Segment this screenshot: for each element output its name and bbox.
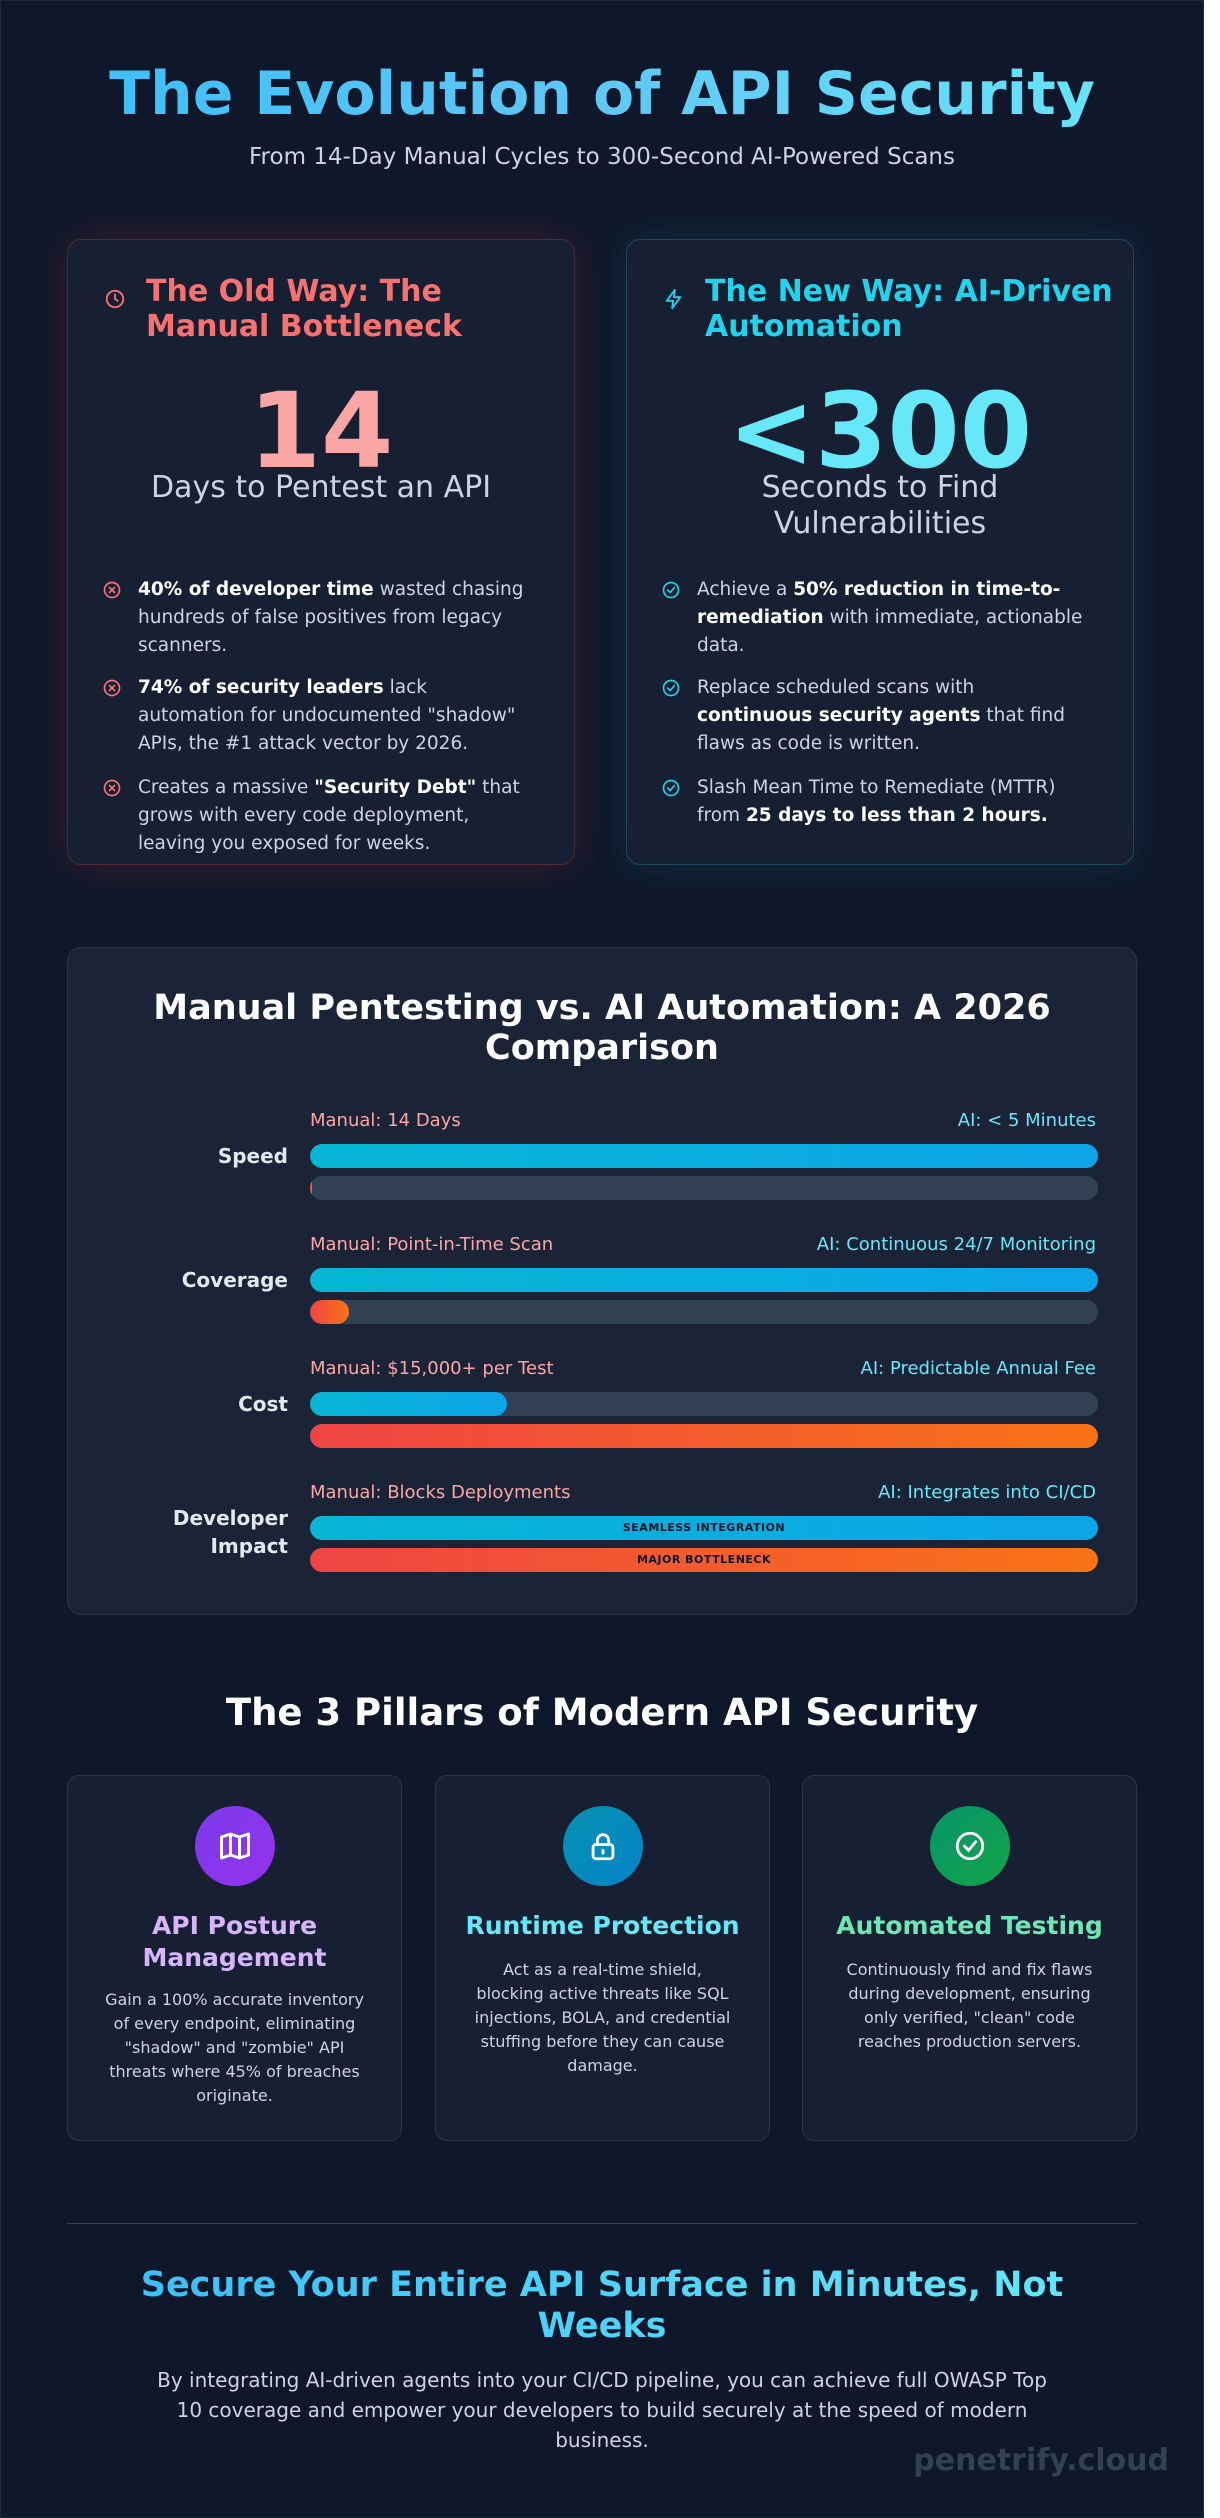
comparison-card: Manual Pentesting vs. AI Automation: A 2… [67,947,1137,1615]
section-divider [67,2223,1137,2224]
comparison-row-coverage: Coverage Manual: Point-in-Time Scan AI: … [68,1234,1136,1344]
ai-bar-text [310,1392,507,1416]
manual-label: Manual: 14 Days [310,1110,461,1131]
cta-title: Secure Your Entire API Surface in Minute… [81,2265,1123,2347]
bullet-text: 74% of security leaders lack automation … [138,677,516,754]
old-way-bullet: 74% of security leaders lack automation … [102,674,534,758]
manual-bar-track [310,1176,1098,1200]
clock-icon [105,289,125,309]
pillar-title: Runtime Protection [465,1911,740,1940]
ai-bar-track: SEAMLESS INTEGRATION [310,1516,1098,1540]
ai-bar-fill: SEAMLESS INTEGRATION [310,1516,1098,1540]
page-title: The Evolution of API Security [1,59,1203,129]
ai-bar-fill [310,1268,1098,1292]
manual-bar-fill [310,1424,1098,1448]
brand-watermark: penetrify.cloud [913,2443,1169,2478]
comparison-row-developer-impact: Developer Impact Manual: Blocks Deployme… [68,1482,1136,1592]
check-circle-icon [955,1831,984,1861]
manual-bar-text [310,1176,312,1200]
new-way-bullet: Slash Mean Time to Remediate (MTTR) from… [661,774,1093,830]
new-way-stat: <300 [727,370,1033,492]
check-circle-icon [662,581,680,599]
page-subtitle: From 14-Day Manual Cycles to 300-Second … [249,144,955,170]
manual-bar-text [310,1300,349,1324]
ai-bar-fill [310,1392,507,1416]
manual-bar-fill [310,1300,350,1324]
ai-bar-text [310,1268,1098,1292]
row-label: Developer Impact [172,1506,288,1558]
ai-bar-track [310,1144,1098,1168]
lock-icon [591,1833,614,1861]
old-way-title: The Old Way: The Manual Bottleneck [146,274,463,344]
ai-bar-track [310,1392,1098,1416]
new-way-bullet: Replace scheduled scans with continuous … [661,674,1093,758]
bullet-text: Replace scheduled scans with continuous … [697,677,1065,754]
pillar-card-runtime: Runtime Protection Act as a real-time sh… [435,1775,770,2141]
pillar-icon-badge [562,1806,643,1886]
map-icon [219,1832,250,1860]
ai-bar-fill [310,1144,1098,1168]
bullet-text: 40% of developer time wasted chasing hun… [138,579,524,656]
old-way-stat-label: Days to Pentest an API [150,470,492,505]
ai-bar-text [310,1144,1098,1168]
pillar-title: API Posture Management [142,1911,327,1972]
ai-bar-text: SEAMLESS INTEGRATION [622,1521,786,1534]
manual-bar-track [310,1300,1098,1324]
manual-bar-text: MAJOR BOTTLENECK [636,1553,772,1566]
old-way-stat: 14 [248,370,394,492]
manual-bar-track [310,1424,1098,1448]
bullet-text: Achieve a 50% reduction in time-to-remed… [697,579,1083,656]
pillar-card-testing: Automated Testing Continuously find and … [802,1775,1137,2141]
old-way-bullet: 40% of developer time wasted chasing hun… [102,576,534,660]
pillar-title: Automated Testing [836,1911,1103,1940]
lightning-icon [665,288,682,310]
pillars-title: The 3 Pillars of Modern API Security [225,1691,979,1734]
row-label: Cost [238,1392,288,1416]
x-circle-icon [103,779,121,797]
x-circle-icon [103,581,121,599]
old-way-header: The Old Way: The Manual Bottleneck [104,274,554,344]
pillar-description: Gain a 100% accurate inventory of every … [105,1990,364,2105]
manual-label: Manual: Point-in-Time Scan [310,1234,554,1255]
pillar-icon-badge [194,1806,275,1886]
manual-label: Manual: $15,000+ per Test [310,1358,554,1379]
ai-bar-track [310,1268,1098,1292]
manual-bar-text [310,1424,1098,1448]
new-way-card: The New Way: AI-Driven Automation <300 S… [626,239,1134,865]
old-way-bullet: Creates a massive "Security Debt" that g… [102,774,534,858]
ai-label: AI: Integrates into CI/CD [878,1482,1096,1503]
pillar-icon-badge [929,1806,1010,1886]
row-label: Coverage [181,1268,288,1292]
ai-label: AI: Predictable Annual Fee [860,1358,1096,1379]
check-circle-icon [662,779,680,797]
manual-bar-fill: MAJOR BOTTLENECK [310,1548,1098,1572]
manual-bar-fill [310,1176,312,1200]
new-way-bullet: Achieve a 50% reduction in time-to-remed… [661,576,1093,660]
bullet-text: Creates a massive "Security Debt" that g… [138,777,520,854]
manual-label: Manual: Blocks Deployments [310,1482,571,1503]
comparison-row-cost: Cost Manual: $15,000+ per Test AI: Predi… [68,1358,1136,1468]
pillar-card-posture: API Posture Management Gain a 100% accur… [67,1775,402,2141]
comparison-row-speed: Speed Manual: 14 Days AI: < 5 Minutes [68,1110,1136,1220]
manual-bar-track: MAJOR BOTTLENECK [310,1548,1098,1572]
row-label: Speed [217,1144,288,1168]
new-way-header: The New Way: AI-Driven Automation [663,274,1113,344]
new-way-stat-label: Seconds to Find Vulnerabilities [761,470,999,541]
ai-label: AI: Continuous 24/7 Monitoring [816,1234,1096,1255]
old-way-card: The Old Way: The Manual Bottleneck 14 Da… [67,239,575,865]
pillar-description: Continuously find and fix flaws during d… [846,1960,1093,2051]
ai-label: AI: < 5 Minutes [957,1110,1096,1131]
comparison-title: Manual Pentesting vs. AI Automation: A 2… [153,988,1051,1068]
pillar-description: Act as a real-time shield, blocking acti… [474,1960,731,2075]
new-way-title: The New Way: AI-Driven Automation [705,274,1113,344]
x-circle-icon [103,679,121,697]
cta-text: By integrating AI-driven agents into you… [157,2368,1047,2452]
check-circle-icon [662,679,680,697]
bullet-text: Slash Mean Time to Remediate (MTTR) from… [697,777,1056,826]
